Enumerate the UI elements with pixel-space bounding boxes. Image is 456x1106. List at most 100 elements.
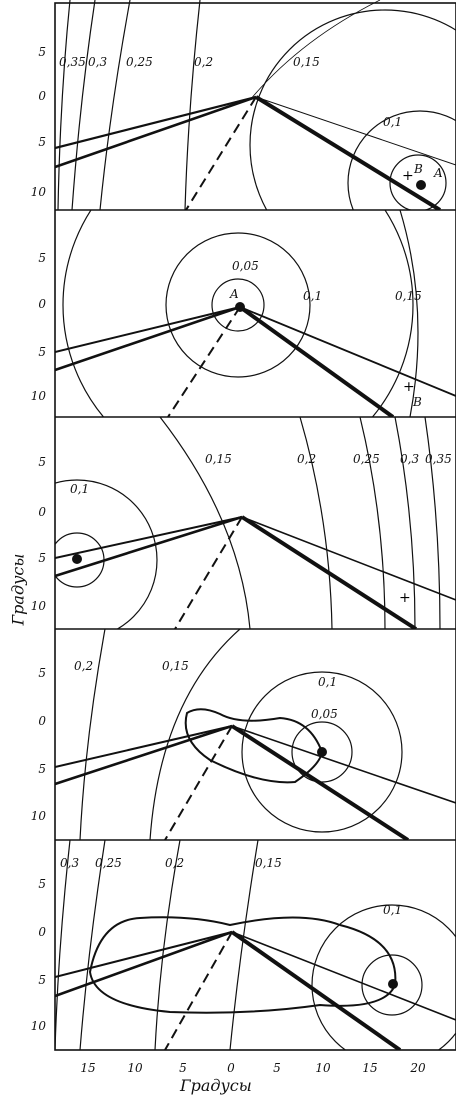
ray-line	[231, 725, 456, 804]
contour-line	[55, 840, 71, 1050]
contour-line	[154, 840, 181, 1050]
x-tick: 5	[179, 1061, 187, 1075]
x-axis-label: Градусы	[180, 1076, 252, 1095]
x-tick: 10	[315, 1061, 331, 1075]
contour-line	[424, 417, 441, 629]
contour-line	[229, 840, 259, 1050]
point-marker	[72, 554, 82, 564]
ray-line	[238, 305, 395, 417]
contour-label: 0,05	[232, 259, 259, 273]
contour-label: 0,15	[395, 289, 422, 303]
contour-label: 0,2	[194, 55, 213, 69]
contour-line	[389, 154, 447, 210]
contour-label: 0,15	[205, 452, 232, 466]
y-axis-label: Градусы	[8, 553, 28, 626]
contour-label: 0,3	[88, 55, 107, 69]
y-tick-labels: 5 0 5 10 5 0 5 10 5 0 5 10 5 0 5 10 5 0 …	[31, 45, 47, 1033]
y-axis-title: Градусы	[0, 540, 38, 650]
contour-label: 0,3	[60, 856, 79, 870]
ray-line	[254, 95, 442, 210]
ray-line	[255, 96, 456, 166]
contour-line	[57, 0, 71, 210]
y-tick: 5	[38, 251, 46, 265]
y-tick: 0	[38, 89, 46, 103]
contour-line	[361, 954, 423, 1016]
contour-label: 0,1	[303, 289, 322, 303]
y-tick: 5	[38, 762, 46, 776]
panel-3: + 0,1 0,15 0,2 0,25 0,3 0,35	[55, 417, 456, 629]
ray-line	[55, 515, 243, 578]
contour-line	[311, 904, 456, 1050]
point-label: A	[433, 166, 443, 180]
y-tick: 5	[38, 45, 46, 59]
contour-line	[79, 629, 106, 840]
ray-line	[55, 305, 241, 372]
x-tick: 0	[227, 1061, 235, 1075]
panel-frames	[54, 2, 456, 1051]
y-tick: 5	[38, 877, 46, 891]
ray-line	[55, 306, 241, 353]
contour-line	[394, 417, 416, 629]
contour-line	[99, 0, 131, 210]
contour-label: 0,25	[95, 856, 122, 870]
ray-line	[55, 930, 233, 998]
ray-line	[55, 725, 233, 768]
contour-line	[159, 417, 251, 629]
contour-line	[399, 210, 419, 417]
x-tick: 5	[273, 1061, 281, 1075]
y-tick: 5	[38, 345, 46, 359]
plus-marker: +	[399, 590, 411, 606]
plus-marker-b: +	[402, 168, 414, 184]
contour-line	[359, 417, 386, 629]
contour-line	[55, 479, 158, 629]
y-tick: 10	[31, 185, 47, 199]
x-tick: 15	[362, 1061, 377, 1075]
panel-1: + 0,35 0,3 0,25 0,2 0,15 0,1 A B	[55, 0, 456, 210]
y-tick: 0	[38, 505, 46, 519]
ray-line	[231, 931, 456, 1021]
contour-label: 0,2	[74, 659, 93, 673]
ray-line	[240, 515, 418, 629]
y-tick: 10	[31, 389, 47, 403]
y-tick: 0	[38, 714, 46, 728]
point-marker-a	[235, 302, 245, 312]
point-label: B	[412, 395, 422, 409]
panel-4: 0,2 0,15 0,1 0,05	[55, 629, 456, 840]
closed-contour	[88, 916, 397, 1014]
ray-dashed	[174, 516, 243, 629]
contour-label: 0,35	[59, 55, 86, 69]
contour-line	[241, 671, 403, 833]
y-tick: 0	[38, 925, 46, 939]
y-tick: 5	[38, 551, 46, 565]
contour-line	[149, 629, 241, 840]
contour-label: 0,15	[162, 659, 189, 673]
plus-marker-b: +	[403, 379, 415, 395]
contour-label: 0,1	[383, 903, 402, 917]
contour-label: 0,35	[425, 452, 452, 466]
point-label: A	[229, 287, 239, 301]
point-marker-a	[416, 180, 426, 190]
ray-line	[55, 95, 257, 150]
contour-line	[184, 0, 201, 210]
point-label: B	[413, 162, 423, 176]
y-tick: 10	[31, 809, 47, 823]
contour-line	[62, 210, 414, 417]
contour-label: 0,3	[400, 452, 419, 466]
x-tick-labels: 15 10 5 0 5 10 15 20	[80, 1061, 426, 1075]
contour-label: 0,1	[383, 115, 402, 129]
contour-label: 0,25	[353, 452, 380, 466]
y-tick: 5	[38, 973, 46, 987]
ray-line	[55, 95, 257, 169]
x-tick: 15	[80, 1061, 95, 1075]
ray-dashed	[185, 96, 257, 210]
ray-line	[55, 931, 233, 978]
contour-label: 0,2	[165, 856, 184, 870]
contour-label: 0,1	[70, 482, 89, 496]
ray-line	[55, 516, 243, 559]
y-tick: 5	[38, 666, 46, 680]
contour-label: 0,25	[126, 55, 153, 69]
contour-line	[79, 840, 106, 1050]
ray-line	[239, 306, 456, 397]
contour-line	[211, 278, 265, 332]
